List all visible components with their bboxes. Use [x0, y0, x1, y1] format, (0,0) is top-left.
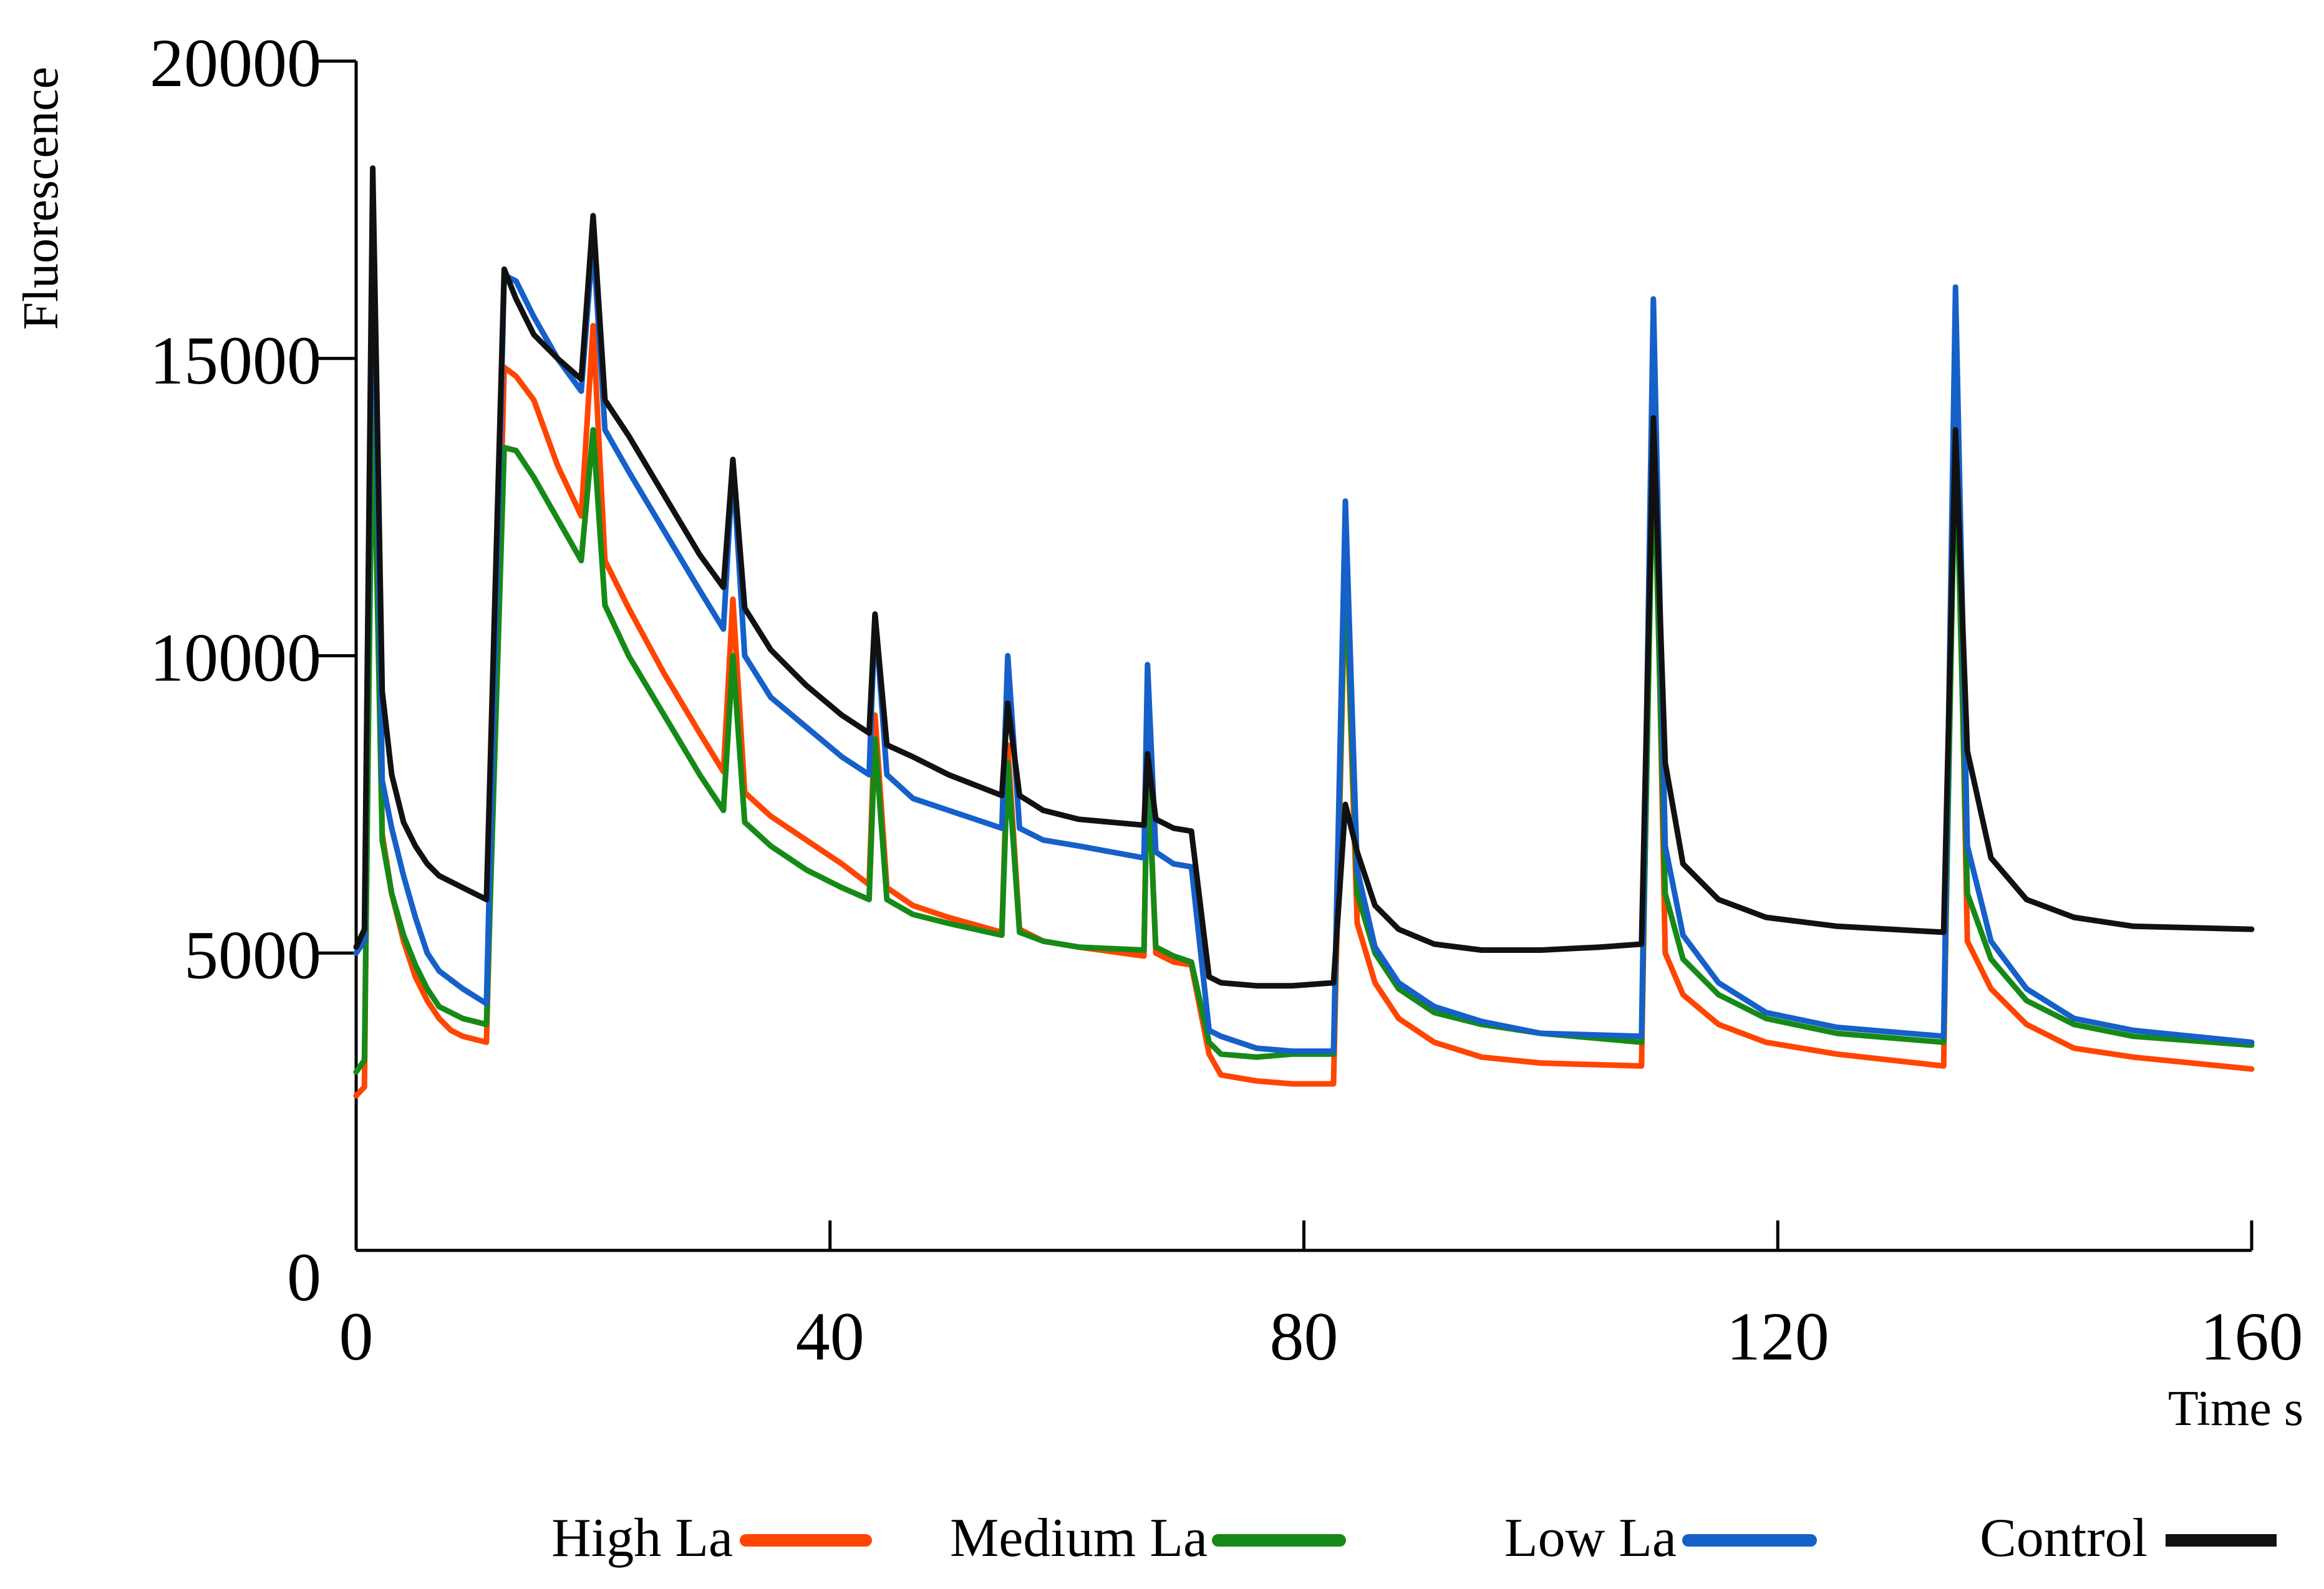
x-tick-label: 120 [1726, 1298, 1829, 1374]
series-line-medium-la [353, 367, 2255, 1075]
y-tick-label: 15000 [150, 322, 321, 398]
series-layer [353, 165, 2255, 1099]
y-tick-label: 5000 [184, 917, 321, 993]
legend-label-high-la: High La [551, 1508, 733, 1568]
x-tick-label: 80 [1270, 1298, 1339, 1374]
x-tick-label: 160 [2201, 1298, 2303, 1374]
legend-label-control: Control [1980, 1508, 2147, 1568]
y-tick-label: 20000 [150, 25, 321, 101]
legend: High La Medium La Low La Control [551, 1508, 2277, 1568]
y-ticks: 0 5000 10000 15000 20000 [150, 25, 356, 1315]
y-tick-label: 0 [287, 1239, 321, 1315]
y-axis-title: Fluorescence [14, 67, 69, 330]
x-axis-title: Time s [2168, 1381, 2303, 1436]
x-ticks: 0 40 80 120 160 [339, 1220, 2303, 1374]
legend-label-low-la: Low La [1504, 1508, 1677, 1568]
series-line-control [353, 165, 2255, 989]
x-tick-label: 40 [796, 1298, 864, 1374]
y-tick-label: 10000 [150, 620, 321, 696]
axes: 0 40 80 120 160 0 5000 10000 15000 20000 Fluores… [14, 25, 2303, 1436]
legend-label-medium-la: Medium La [950, 1508, 1208, 1568]
x-tick-label: 0 [339, 1298, 374, 1374]
